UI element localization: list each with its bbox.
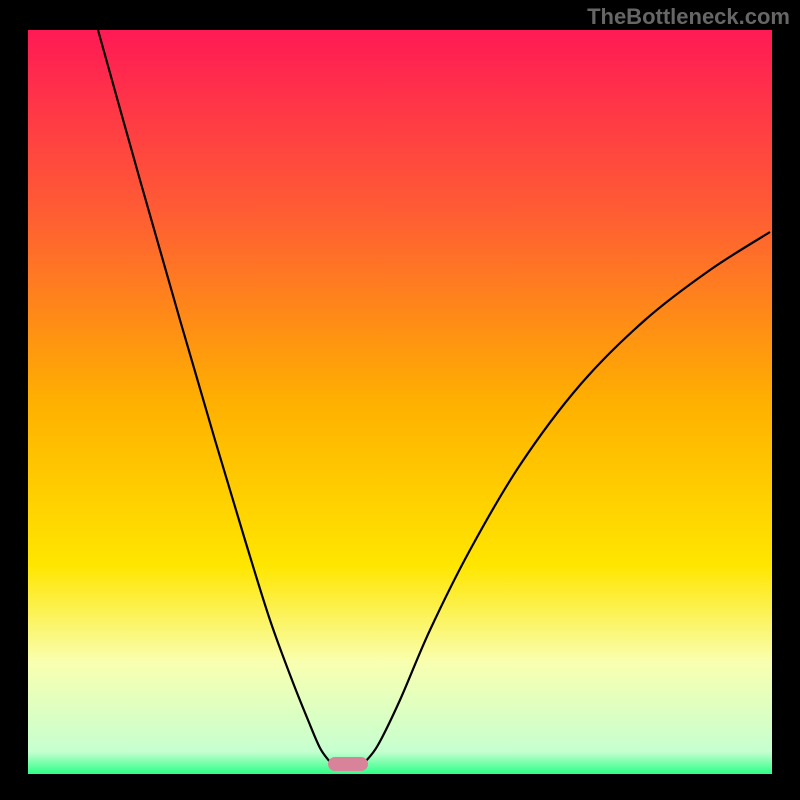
- watermark: TheBottleneck.com: [587, 4, 790, 30]
- plot-area: [28, 30, 772, 774]
